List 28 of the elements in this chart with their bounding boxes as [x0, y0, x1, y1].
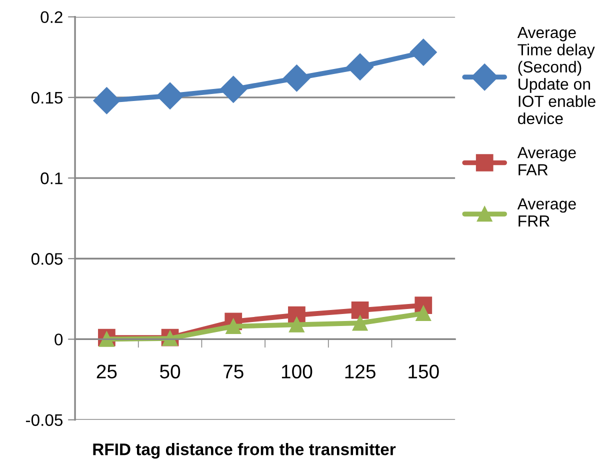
point	[346, 53, 374, 80]
x-tick-label: 100	[282, 364, 312, 378]
point	[99, 332, 114, 347]
point	[289, 317, 304, 332]
x-axis-title: RFID tag distance from the transmitter	[93, 443, 396, 459]
point	[410, 38, 437, 66]
point	[416, 306, 432, 322]
y-tick-label: 0.15	[31, 92, 63, 104]
x-tick-label: 75	[224, 364, 244, 378]
legend-label: Average Time delay (Second) Update on IOT enable device	[517, 27, 596, 124]
y-tick-label: 0	[54, 334, 63, 346]
y-tick-label: 0.2	[40, 11, 62, 24]
x-tick-label: 25	[96, 364, 117, 378]
point	[93, 87, 120, 114]
point	[351, 302, 369, 319]
x-tick-label: 150	[408, 364, 439, 378]
x-tick-label: 125	[345, 364, 376, 378]
x-tick-label: 50	[160, 364, 180, 378]
y-tick-label: 0.05	[31, 253, 63, 265]
point	[352, 315, 368, 331]
point	[283, 64, 310, 92]
legend-label: Average FAR	[517, 147, 576, 176]
point	[226, 318, 242, 334]
y-tick-label: -0.05	[26, 414, 63, 426]
y-tick-label: 0.1	[40, 172, 62, 184]
legend-label: Average FRR	[517, 198, 576, 227]
point	[220, 76, 247, 103]
point	[156, 82, 184, 110]
